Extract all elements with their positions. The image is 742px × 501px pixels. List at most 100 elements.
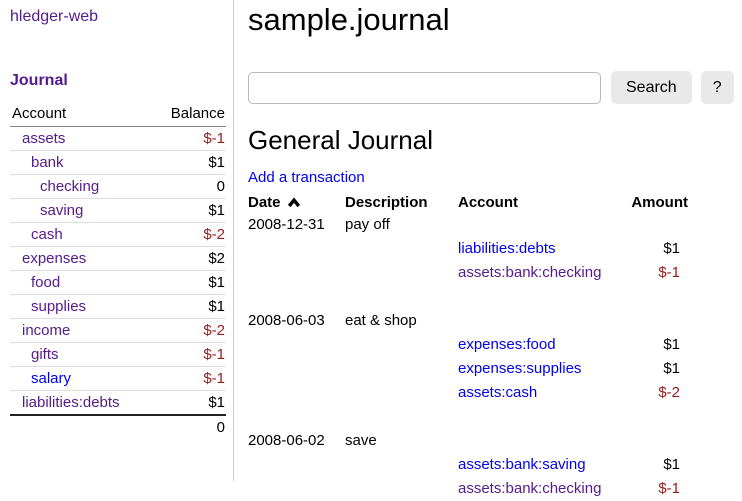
journal-header-date[interactable]: Date [248, 191, 345, 213]
posting-row: assets:bank:checking $-1 [248, 261, 688, 285]
account-balance: $1 [151, 270, 226, 295]
accounts-table: Account Balance assets $-1 bank $1 checking 0… [10, 103, 226, 439]
sidebar-account-link[interactable]: assets [22, 130, 66, 147]
empty-cell [248, 333, 345, 357]
posting-amount: $1 [663, 360, 680, 377]
posting-account-cell: expenses:food [458, 333, 628, 357]
sidebar-account-link[interactable]: salary [31, 370, 72, 387]
account-cell: saving [10, 198, 152, 223]
transaction-spacer [248, 405, 688, 429]
transaction-date: 2008-06-03 [248, 312, 325, 329]
sidebar-account-link[interactable]: food [31, 274, 61, 291]
transaction-description: pay off [345, 216, 390, 233]
account-row: food $1 [10, 270, 226, 295]
account-balance: $1 [151, 198, 226, 223]
page-title: sample.journal [248, 2, 450, 37]
account-row: checking 0 [10, 174, 226, 199]
sidebar-account-link[interactable]: bank [31, 154, 64, 171]
account-row: expenses $2 [10, 246, 226, 271]
account-cell: bank [10, 150, 152, 175]
account-row: cash $-2 [10, 222, 226, 247]
account-row: income $-2 [10, 318, 226, 343]
account-row: saving $1 [10, 198, 226, 223]
account-cell: assets [10, 126, 152, 151]
account-cell: supplies [10, 294, 152, 319]
account-cell: salary [10, 366, 152, 391]
journal-header-account: Account [458, 193, 518, 211]
account-row: bank $1 [10, 150, 226, 175]
posting-account-link[interactable]: assets:bank:checking [458, 480, 602, 497]
search-button[interactable]: Search [611, 71, 692, 104]
account-cell: gifts [10, 342, 152, 367]
posting-account-cell: liabilities:debts [458, 237, 628, 261]
add-transaction-link[interactable]: Add a transaction [248, 169, 365, 186]
empty-cell [345, 453, 458, 477]
account-row: liabilities:debts $1 [10, 390, 226, 416]
posting-account-link[interactable]: expenses:food [458, 336, 556, 353]
journal-header-amount: Amount [631, 193, 688, 211]
empty-cell [248, 237, 345, 261]
account-row: gifts $-1 [10, 342, 226, 367]
account-cell: income [10, 318, 152, 343]
empty-cell [248, 381, 345, 405]
posting-amount: $-1 [658, 264, 680, 281]
empty-cell [345, 261, 458, 285]
posting-account-link[interactable]: liabilities:debts [458, 240, 556, 257]
brand-link[interactable]: hledger-web [10, 8, 99, 25]
posting-amount: $1 [663, 240, 680, 257]
accounts-total-spacer [10, 415, 152, 439]
sidebar-account-link[interactable]: liabilities:debts [22, 394, 120, 411]
accounts-total-row: 0 [10, 415, 226, 439]
sidebar-account-link[interactable]: expenses [22, 250, 87, 267]
accounts-header-account: Account [10, 103, 152, 127]
posting-account-link[interactable]: assets:bank:saving [458, 456, 586, 473]
posting-account-link[interactable]: assets:cash [458, 384, 538, 401]
account-cell: checking [10, 174, 152, 199]
posting-account-link[interactable]: assets:bank:checking [458, 264, 602, 281]
sidebar-account-link[interactable]: cash [31, 226, 63, 243]
sidebar-item-journal[interactable]: Journal [10, 72, 68, 89]
transaction-description: eat & shop [345, 312, 417, 329]
posting-account-link[interactable]: expenses:supplies [458, 360, 582, 377]
account-row: assets $-1 [10, 126, 226, 151]
accounts-total-value: 0 [216, 419, 225, 436]
sidebar-account-link[interactable]: income [22, 322, 71, 339]
journal-heading: General Journal [248, 125, 433, 155]
sidebar-account-link[interactable]: supplies [31, 298, 87, 315]
account-row: salary $-1 [10, 366, 226, 391]
sidebar-account-link[interactable]: saving [40, 202, 84, 219]
journal-header-row: Date Description Account Amount [248, 191, 688, 213]
account-balance: $-2 [151, 222, 226, 247]
main-content: sample.journal Search ? General Journal … [234, 0, 742, 497]
posting-row: assets:cash $-2 [248, 381, 688, 405]
sort-ascending-icon [287, 194, 301, 211]
account-balance: $-1 [151, 126, 226, 151]
search-input[interactable] [248, 71, 601, 104]
empty-cell [248, 453, 345, 477]
account-cell: expenses [10, 246, 152, 271]
posting-row: assets:bank:saving $1 [248, 453, 688, 477]
search-help-button[interactable]: ? [700, 71, 734, 104]
empty-cell [345, 333, 458, 357]
journal-table: Date Description Account Amount 2008-12-… [248, 191, 688, 501]
empty-cell [345, 381, 458, 405]
account-balance: $1 [151, 150, 226, 175]
empty-cell [458, 429, 628, 453]
accounts-header-row: Account Balance [10, 103, 226, 127]
posting-account-cell: assets:bank:checking [458, 261, 628, 285]
sidebar-account-link[interactable]: checking [40, 178, 100, 195]
sidebar-account-link[interactable]: gifts [31, 346, 59, 363]
sidebar: hledger-web Journal Account Balance asse… [0, 0, 234, 481]
posting-row: liabilities:debts $1 [248, 237, 688, 261]
empty-cell [628, 309, 688, 333]
search-form: Search ? [248, 71, 742, 104]
account-balance: 0 [151, 174, 226, 199]
account-row: supplies $1 [10, 294, 226, 319]
transaction-spacer [248, 285, 688, 309]
empty-cell [628, 429, 688, 453]
empty-cell [458, 309, 628, 333]
posting-row: expenses:supplies $1 [248, 357, 688, 381]
posting-amount: $-2 [658, 384, 680, 401]
account-cell: cash [10, 222, 152, 247]
